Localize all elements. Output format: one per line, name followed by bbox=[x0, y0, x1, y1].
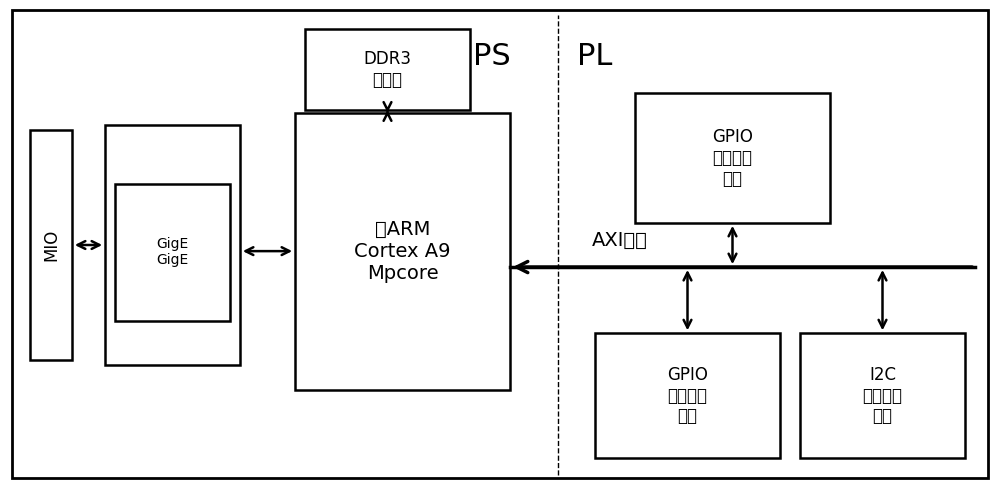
Text: DDR3
控制器: DDR3 控制器 bbox=[364, 50, 412, 89]
Bar bbox=[595, 333, 780, 458]
Bar bbox=[305, 29, 470, 110]
Bar bbox=[800, 333, 965, 458]
Text: MIO: MIO bbox=[42, 229, 60, 261]
Bar bbox=[635, 93, 830, 223]
Bar bbox=[295, 113, 510, 390]
Text: PL: PL bbox=[577, 42, 613, 71]
Bar bbox=[105, 125, 240, 365]
Bar bbox=[115, 184, 230, 321]
Text: GPIO
电源控制
单元: GPIO 电源控制 单元 bbox=[667, 366, 708, 425]
Bar bbox=[30, 130, 72, 360]
Text: I2C
时钟控制
单元: I2C 时钟控制 单元 bbox=[863, 366, 903, 425]
Text: PS: PS bbox=[473, 42, 511, 71]
Text: GigE
GigE: GigE GigE bbox=[156, 237, 189, 268]
Text: GPIO
配置控制
单元: GPIO 配置控制 单元 bbox=[712, 128, 753, 188]
Text: AXI总线: AXI总线 bbox=[592, 231, 648, 249]
Text: 双ARM
Cortex A9
Mpcore: 双ARM Cortex A9 Mpcore bbox=[354, 220, 451, 283]
